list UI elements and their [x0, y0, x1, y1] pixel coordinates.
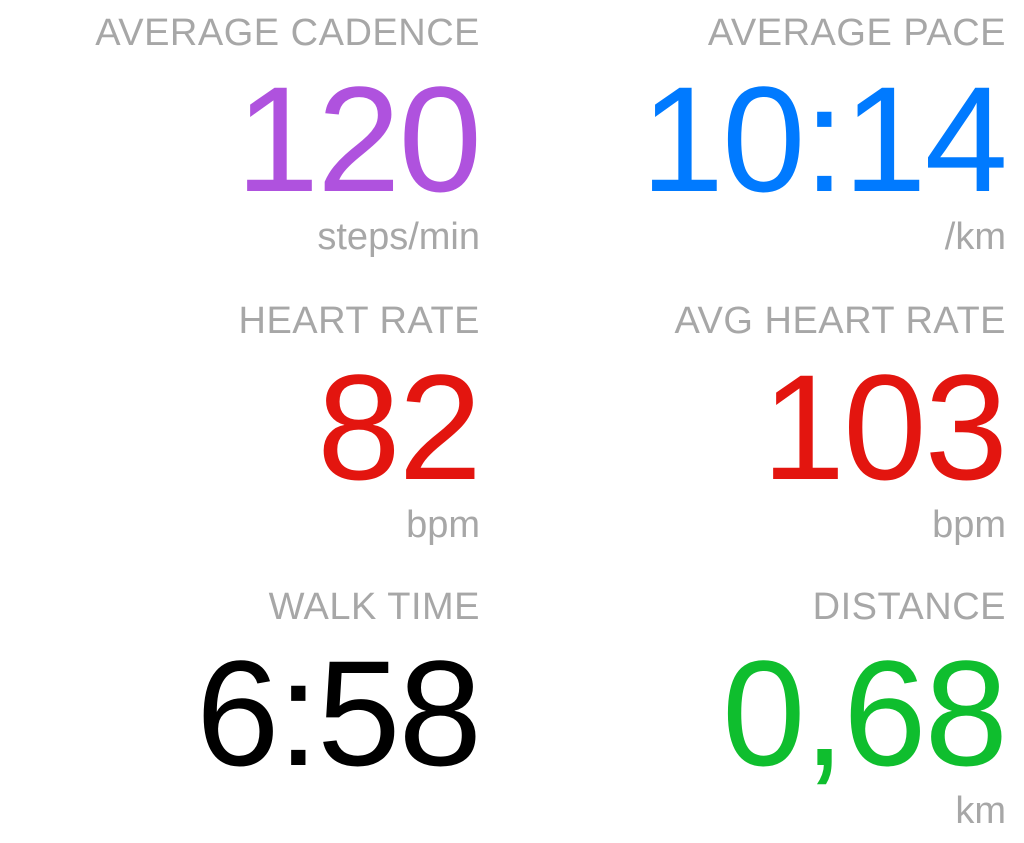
avg-heart-rate-unit: bpm	[932, 504, 1006, 546]
average-cadence-value: 120	[235, 55, 482, 223]
average-pace-metric: AVERAGE PACE 10:14 /km	[566, 12, 1008, 264]
average-cadence-unit: steps/min	[317, 216, 480, 258]
walk-time-label: WALK TIME	[268, 586, 480, 628]
walk-time-value: 6:58	[196, 629, 482, 797]
heart-rate-metric: HEART RATE 82 bpm	[40, 300, 483, 552]
heart-rate-value: 82	[317, 343, 482, 511]
heart-rate-unit: bpm	[406, 504, 480, 546]
distance-unit: km	[955, 790, 1006, 832]
average-pace-label: AVERAGE PACE	[707, 12, 1006, 54]
average-cadence-label: AVERAGE CADENCE	[95, 12, 480, 54]
average-pace-value: 10:14	[640, 55, 1008, 223]
distance-label: DISTANCE	[812, 586, 1006, 628]
average-pace-unit: /km	[944, 216, 1006, 258]
distance-metric: DISTANCE 0,68 km	[566, 586, 1008, 838]
heart-rate-label: HEART RATE	[238, 300, 480, 342]
average-cadence-metric: AVERAGE CADENCE 120 steps/min	[40, 12, 482, 264]
avg-heart-rate-metric: AVG HEART RATE 103 bpm	[566, 300, 1008, 552]
distance-value: 0,68	[722, 629, 1008, 797]
walk-time-metric: WALK TIME 6:58	[40, 586, 482, 797]
avg-heart-rate-label: AVG HEART RATE	[674, 300, 1006, 342]
avg-heart-rate-value: 103	[761, 343, 1008, 511]
